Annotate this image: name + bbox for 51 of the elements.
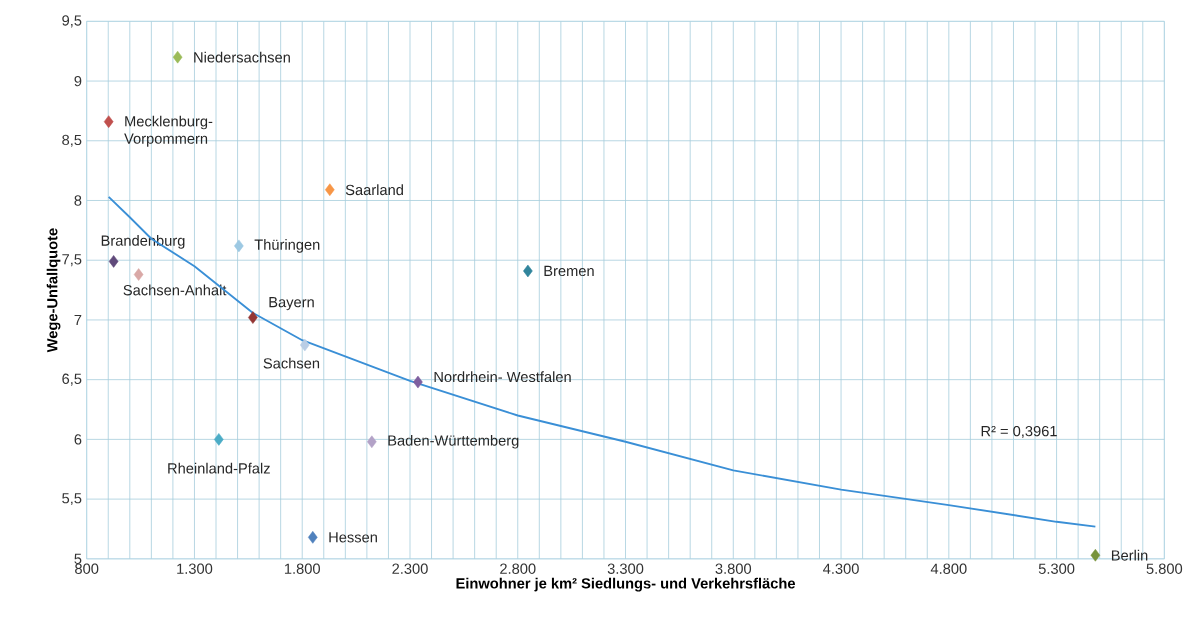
point [325, 183, 335, 197]
point [367, 435, 377, 449]
series-label: Berlin [1111, 550, 1148, 561]
series-label: Sachsen [263, 357, 320, 369]
y-tick-label: 8 [74, 195, 82, 206]
x-tick-label: 2.800 [500, 563, 536, 575]
series-label: Hessen [329, 532, 377, 543]
series-label: Mecklenburg-Vorpommern [124, 115, 213, 147]
annotation: R² = 0,3961 [981, 426, 1057, 439]
y-tick-label: 6 [74, 434, 82, 445]
x-tick-label: 5.800 [1146, 563, 1183, 575]
x-tick-label: 4.300 [823, 563, 859, 575]
series-label: Nordrhein- Westfalen [434, 371, 571, 383]
point [172, 51, 183, 64]
point [248, 311, 258, 325]
y-tick-label: 5 [74, 553, 82, 565]
x-tick-label: 2.300 [392, 563, 428, 575]
y-tick-label: 7,5 [62, 254, 82, 267]
series-label: Bayern [269, 297, 314, 311]
x-tick-label: 4.800 [930, 563, 967, 575]
y-tick-label: 5,5 [62, 493, 82, 506]
series-label: Rheinland-Pfalz [168, 463, 270, 474]
x-tick-label: 1.800 [284, 563, 320, 575]
x-axis-title: Einwohner je km² Siedlungs- und Verkehrsfläche [456, 577, 795, 592]
point [523, 264, 533, 278]
point [214, 433, 224, 446]
point [1090, 549, 1101, 562]
series-label: Thüringen [254, 239, 320, 253]
point [234, 239, 244, 253]
point [133, 268, 144, 282]
series-label: Niedersachsen [194, 52, 290, 63]
x-tick-label: 800 [75, 563, 99, 575]
y-axis-title: Wege-Unfallquote [46, 228, 61, 353]
y-tick-label: 9 [74, 76, 82, 87]
series-label: Baden-Württemberg [388, 435, 519, 449]
y-tick-label: 6,5 [62, 373, 82, 386]
y-tick-label: 7 [74, 315, 82, 326]
x-tick-label: 3.300 [607, 563, 644, 575]
series-label: Sachsen-Anhalt [123, 284, 227, 296]
point [300, 338, 310, 352]
x-tick-label: 5.300 [1038, 563, 1075, 575]
series-label: Bremen [544, 266, 594, 277]
x-tick-label: 1.300 [177, 563, 213, 575]
point [103, 115, 114, 129]
y-tick-label: 9,5 [62, 15, 82, 28]
point [308, 531, 318, 544]
point [413, 376, 423, 389]
point [108, 255, 119, 268]
y-tick-label: 8,5 [62, 134, 82, 148]
x-tick-label: 3.800 [715, 563, 752, 575]
series-label: Saarland [345, 184, 403, 196]
